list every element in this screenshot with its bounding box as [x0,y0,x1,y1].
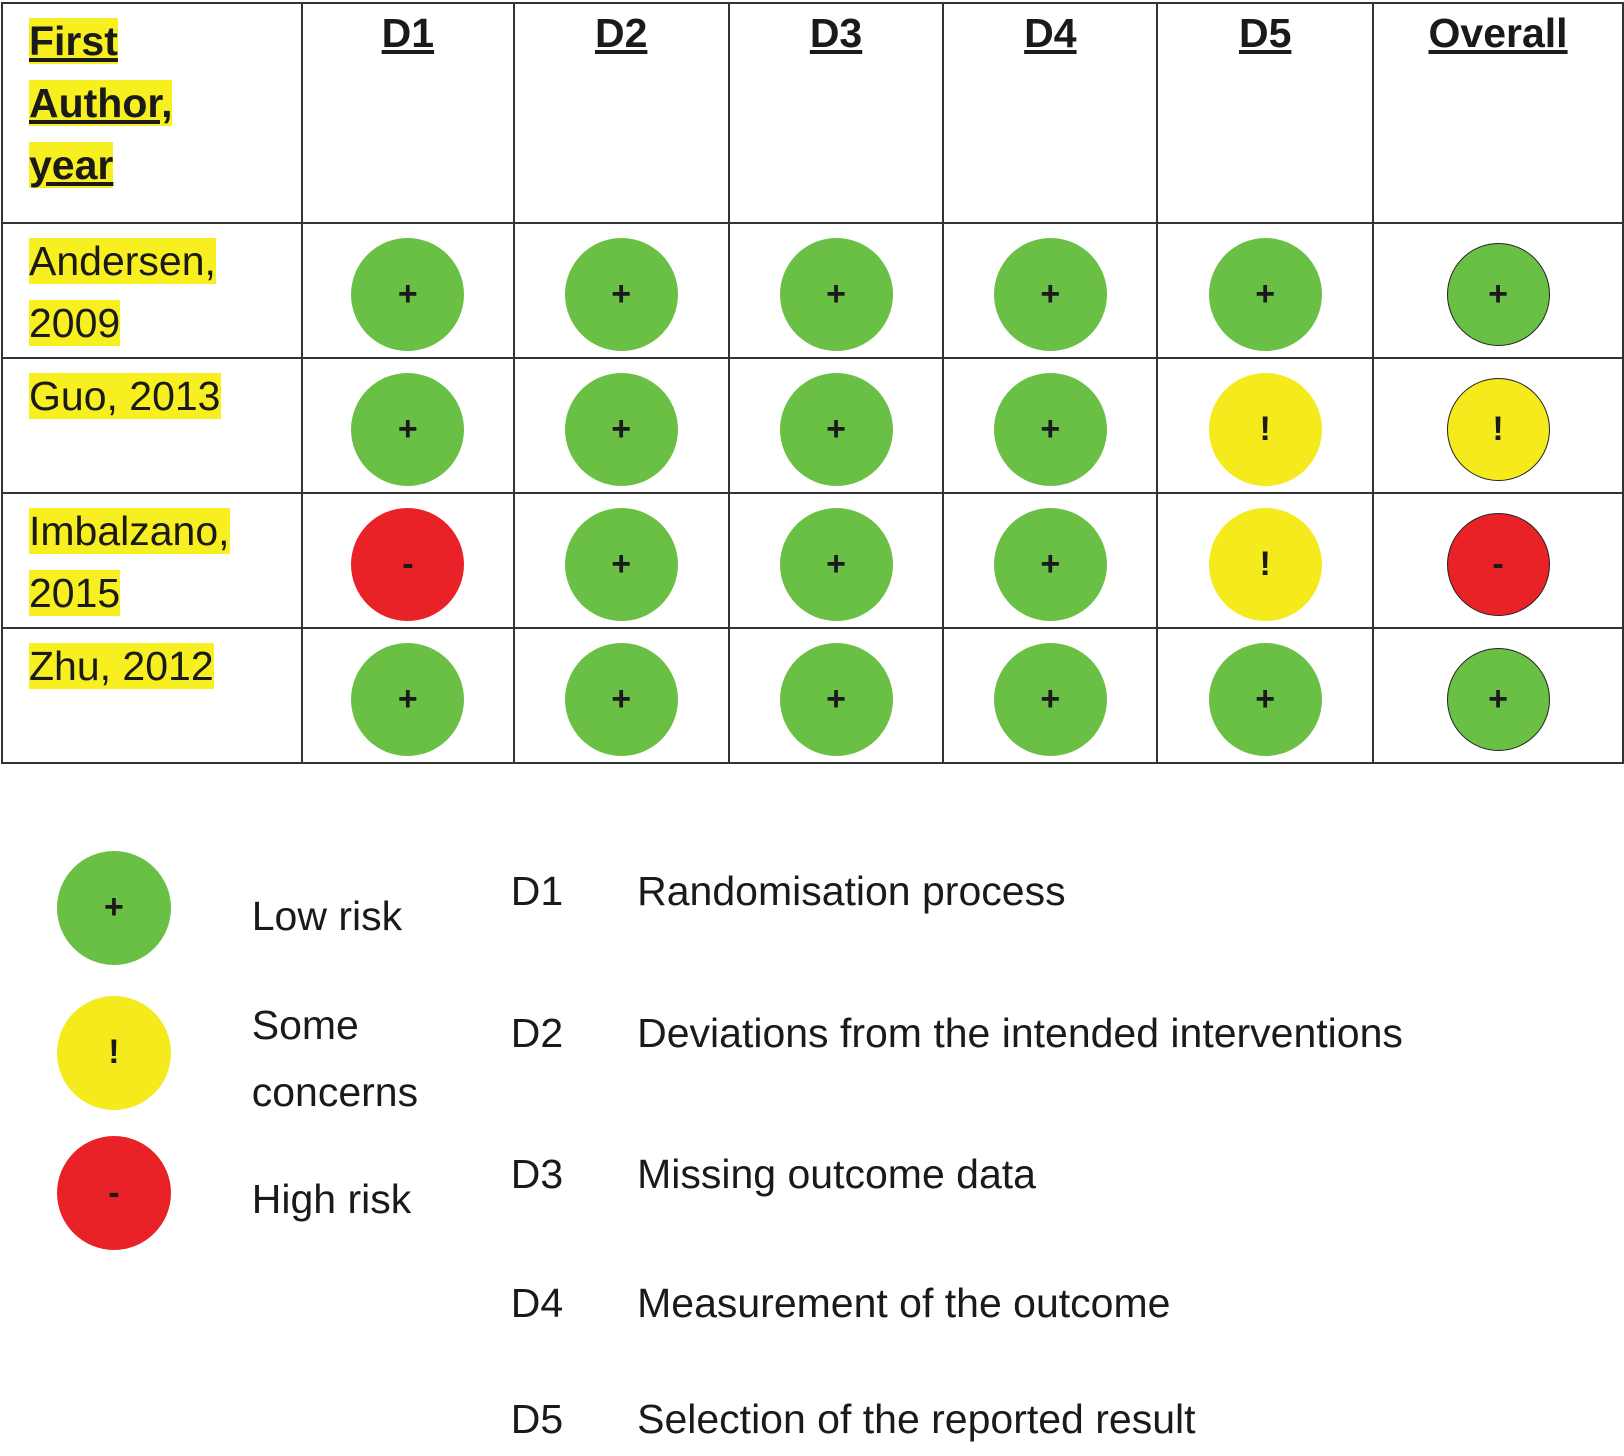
table-cell: + [727,222,945,359]
judgment-circle: + [564,238,678,351]
header-text: D1 [381,10,435,56]
table-cell: + [512,357,730,494]
legend-circle: + [56,850,171,965]
study-name: Zhu, 2012 [29,643,214,689]
judgment-circle: + [779,643,893,756]
study-name: Andersen, 2009 [29,238,216,346]
table-cell: + [727,357,945,494]
study-name: Guo, 2013 [29,373,221,419]
header-cell: D4 [942,2,1159,224]
domain-code: D5 [510,1396,564,1443]
judgment-circle: ! [1446,378,1550,481]
legend-circle: ! [56,995,171,1110]
study-name: Imbalzano, 2015 [29,508,230,616]
domain-code: D1 [510,868,564,915]
domain-label: Selection of the reported result [637,1396,1196,1443]
study-wrap: Andersen, 2009 [29,230,269,354]
domain-code: D4 [510,1280,564,1327]
legend-label: Low risk [251,892,403,939]
header-cell: D5 [1156,2,1375,224]
table-cell: + [942,627,1159,764]
judgment-circle: ! [1208,373,1322,486]
table-body: Andersen, 2009 + + + + + + Guo, 2013 + + + +!! Imbal… [1,222,1624,764]
domain-label: Missing outcome data [637,1150,1036,1197]
table-cell: + [942,222,1159,359]
legend-label: High risk [251,1175,412,1222]
judgment-circle: - [1446,513,1550,616]
table-cell: + [300,627,515,764]
judgment-circle: + [779,373,893,486]
table-cell: + [942,492,1159,629]
header-wrap: First Author, year [29,10,219,196]
study-wrap: Zhu, 2012 [29,635,269,697]
table-row: Guo, 2013 + + + +!! [1,357,1624,494]
table-cell: ! [1156,357,1375,494]
judgment-circle: + [564,508,678,621]
judgment-circle: + [1208,643,1322,756]
risk-table: First Author, year D1 D2 D3 D4 D5 Overall Ande… [1,2,1624,764]
study-wrap: Guo, 2013 [29,365,269,427]
judgment-circle: + [779,508,893,621]
judgment-circle: + [564,643,678,756]
judgment-circle: + [351,643,465,756]
legend-circle: - [56,1136,171,1251]
judgment-circle: + [1446,648,1550,751]
judgment-circle: + [1208,238,1322,351]
study-wrap: Imbalzano, 2015 [29,500,269,624]
header-cell: D2 [512,2,730,224]
header-text: D3 [809,10,863,56]
judgment-circle: + [993,373,1107,486]
header-text: D2 [594,10,648,56]
judgment-circle: ! [1208,508,1322,621]
table-row: Andersen, 2009 + + + + + + [1,222,1624,359]
table-cell: + [727,492,945,629]
table-cell: Andersen, 2009 [1,222,303,359]
domain-label: Randomisation process [637,868,1066,915]
table-cell: + [300,222,515,359]
header-text: First Author, year [29,18,173,188]
table-cell: ! [1372,357,1624,494]
table-cell: Guo, 2013 [1,357,303,494]
table-cell: ! [1156,492,1375,629]
table-cell: - [300,492,515,629]
domain-label: Measurement of the outcome [637,1280,1171,1327]
judgment-circle: + [993,643,1107,756]
legend-label: Some concerns [251,1001,419,1115]
table-cell: + [1156,627,1375,764]
table-cell: + [1372,627,1624,764]
domain-code: D2 [510,1010,564,1056]
table-cell: + [1372,222,1624,359]
table-cell: Imbalzano, 2015 [1,492,303,629]
table-cell: + [512,627,730,764]
judgment-circle: + [351,373,465,486]
judgment-circle: + [564,373,678,486]
judgment-circle: + [993,508,1107,621]
table-cell: + [727,627,945,764]
header-row: First Author, year D1 D2 D3 D4 D5 Overall [1,2,1624,224]
header-cell: D1 [300,2,515,224]
header-cell: Overall [1372,2,1624,224]
judgment-circle: - [351,508,465,621]
domain-code: D3 [510,1150,564,1197]
table-row: Imbalzano, 2015- + + +! - [1,492,1624,629]
table-cell: Zhu, 2012 [1,627,303,764]
judgment-circle: + [1446,243,1550,346]
table-cell: + [512,222,730,359]
table-cell: + [300,357,515,494]
header-cell: First Author, year [1,2,303,224]
judgment-circle: + [779,238,893,351]
header-text: D5 [1238,10,1292,56]
table-cell: - [1372,492,1624,629]
table-cell: + [1156,222,1375,359]
table-cell: + [942,357,1159,494]
domain-label: Deviations from the intended interventio… [637,1010,1403,1056]
table-cell: + [512,492,730,629]
judgment-circle: + [993,238,1107,351]
judgment-circle: + [351,238,465,351]
header-cell: D3 [727,2,945,224]
header-text: Overall [1428,10,1568,56]
header-text: D4 [1024,10,1077,56]
table-row: Zhu, 2012 + + + + + + [1,627,1624,764]
